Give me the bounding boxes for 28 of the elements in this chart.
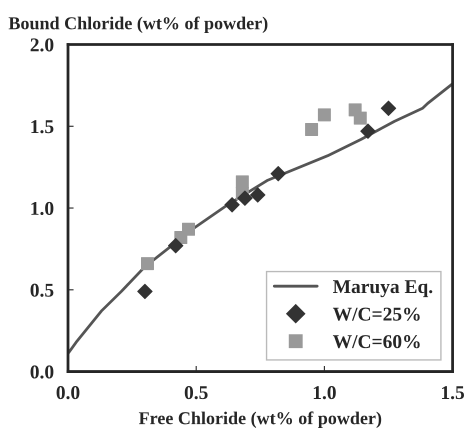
y-axis-title: Bound Chloride (wt% of powder) bbox=[8, 16, 268, 34]
y-tick-label: 0.0 bbox=[30, 365, 54, 379]
point bbox=[137, 284, 153, 300]
x-tick-label: 0.5 bbox=[184, 386, 208, 400]
point bbox=[318, 108, 331, 122]
point bbox=[224, 197, 240, 212]
x-axis-title: Free Chloride (wt% of powder) bbox=[138, 411, 382, 428]
point bbox=[270, 166, 286, 182]
y-tick-label: 1.0 bbox=[31, 202, 54, 216]
x-tick-label: 1.0 bbox=[314, 386, 336, 400]
point bbox=[168, 238, 184, 254]
point bbox=[237, 190, 253, 206]
legend-label: W/C=25% bbox=[332, 308, 420, 321]
point bbox=[140, 257, 154, 270]
point bbox=[250, 187, 266, 203]
point bbox=[182, 222, 195, 236]
y-tick-label: 0.5 bbox=[30, 284, 54, 297]
point bbox=[380, 100, 396, 116]
legend-label: W/C=60% bbox=[332, 335, 420, 348]
x-tick-label: 1.5 bbox=[442, 386, 464, 400]
y-tick-label: 1.5 bbox=[31, 120, 54, 134]
point bbox=[305, 123, 318, 136]
legend-label: Maruya Eq. bbox=[333, 280, 432, 298]
y-tick-label: 2.0 bbox=[30, 38, 54, 52]
point bbox=[354, 112, 367, 125]
line-series bbox=[68, 82, 453, 355]
x-tick-label: 0.0 bbox=[56, 386, 80, 400]
point bbox=[360, 123, 376, 139]
